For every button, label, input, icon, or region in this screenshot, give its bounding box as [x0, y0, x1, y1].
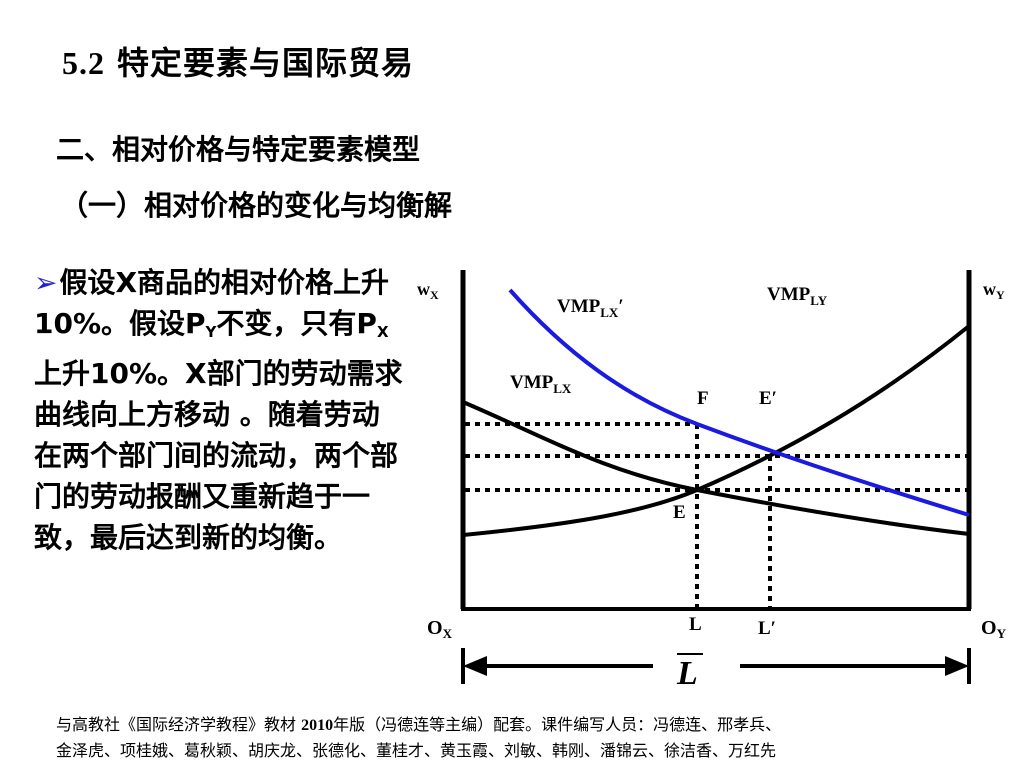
- l-prime-label: L′: [758, 618, 776, 639]
- subscript-x: X: [376, 323, 389, 341]
- footer-text-a: 与高教社《国际经济学教程》教材: [56, 715, 302, 734]
- slide-title: 5.2 特定要素与国际贸易: [62, 38, 414, 84]
- vmp-lx-curve: [462, 400, 970, 536]
- vmp-ly-curve: [462, 324, 971, 537]
- text-part-3: 上升10%。X部门的劳动需求曲线向上方移动 。随着劳动在两个部门间的流动，两个部…: [34, 357, 403, 554]
- l-label: L: [689, 614, 702, 635]
- point-e-prime-label: E′: [759, 388, 777, 409]
- footer-credits: 与高教社《国际经济学教程》教材 2010年版（冯德连等主编）配套。课件编写人员：…: [56, 712, 1016, 763]
- origin-y-label: OY: [981, 617, 1007, 641]
- origin-x-label: OX: [427, 617, 453, 641]
- vmp-ly-label: VMPLY: [767, 284, 828, 308]
- specific-factors-diagram: wX wY OX OY VMPLX′ VMPLY VMPLX F E′ E L …: [417, 270, 1007, 692]
- section-title: 特定要素与国际贸易: [117, 44, 415, 82]
- section-subheading: （一）相对价格的变化与均衡解: [60, 189, 453, 222]
- text-part-2: 不变，只有P: [216, 307, 377, 340]
- footer-year: 2010: [301, 717, 334, 734]
- vmp-lx-label: VMPLX: [510, 372, 572, 396]
- point-f-label: F: [697, 388, 709, 409]
- bullet-paragraph: ➢假设X商品的相对价格上升10%。假设PY不变，只有PX 上升10%。X部门的劳动…: [34, 262, 406, 558]
- arrowhead-left-icon: [463, 656, 487, 676]
- total-labor-label: L: [676, 655, 698, 692]
- vmp-lx-prime-label: VMPLX′: [557, 296, 624, 320]
- footer-line-2: 金泽虎、项桂娥、葛秋颖、胡庆龙、张德化、董桂才、黄玉霞、刘敏、韩刚、潘锦云、徐洁…: [56, 741, 777, 760]
- subscript-y: Y: [205, 323, 217, 341]
- footer-line-1: 与高教社《国际经济学教程》教材 2010年版（冯德连等主编）配套。课件编写人员：…: [56, 712, 1016, 738]
- decorative-divider: [28, 110, 998, 116]
- vmp-lx-prime-curve: [508, 288, 970, 517]
- wx-label: wX: [417, 279, 439, 302]
- bullet-arrow-icon: ➢: [34, 266, 58, 299]
- wy-label: wY: [983, 279, 1005, 302]
- text-part-1: 假设X商品的相对价格上升10%。假设P: [34, 266, 390, 340]
- section-heading: 二、相对价格与特定要素模型: [56, 133, 421, 166]
- section-number: 5.2: [62, 45, 105, 81]
- arrowhead-right-icon: [945, 656, 969, 676]
- footer-text-b: 年版（冯德连等主编）配套。课件编写人员：冯德连、邢孝兵、: [333, 715, 782, 734]
- point-e-label: E: [673, 502, 686, 523]
